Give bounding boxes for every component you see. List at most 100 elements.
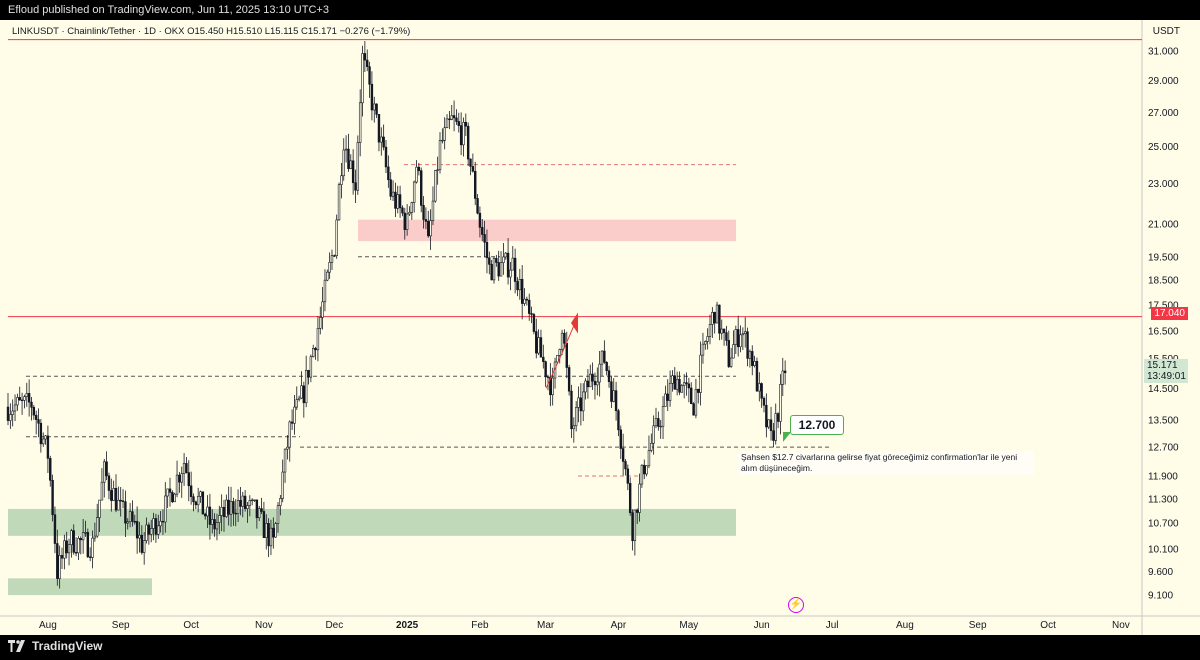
candle-body <box>401 207 404 214</box>
candle-body <box>157 525 160 535</box>
candle-body <box>502 256 505 263</box>
candle-body <box>685 382 688 385</box>
candle-body <box>93 535 97 539</box>
candle-body <box>760 383 763 399</box>
analysis-note[interactable]: Şahsen $12.7 civarlarına gelirse fiyat g… <box>738 451 1034 475</box>
price-tick-label: 12.700 <box>1148 443 1179 454</box>
price-tick-label: 23.000 <box>1148 179 1179 190</box>
candle-body <box>295 399 298 408</box>
chart-area[interactable]: 31.000 29.000 27.000 25.000 23.000 21.000 19.5… <box>0 20 1200 635</box>
candle-body <box>650 442 653 451</box>
candle-body <box>525 298 529 301</box>
time-tick-label: Dec <box>325 620 343 631</box>
candle-body <box>647 450 651 467</box>
candle-body <box>690 387 693 404</box>
candle-body <box>410 202 414 213</box>
candle-body <box>753 361 756 366</box>
price-tick-label: 31.000 <box>1148 46 1179 57</box>
price-tick-label: 17.500 <box>1148 300 1179 311</box>
candle-body <box>356 142 360 191</box>
price-callout[interactable]: 12.700 <box>790 415 844 435</box>
candle-body <box>96 517 99 537</box>
candle-body <box>196 496 200 506</box>
candle-body <box>194 501 198 506</box>
candle-body <box>225 499 228 517</box>
candle-body <box>464 121 468 127</box>
candle-body <box>74 552 78 554</box>
candle-body <box>495 258 498 263</box>
candle-body <box>485 241 489 259</box>
candle-body <box>769 419 773 432</box>
currency-label[interactable]: USDT <box>1152 26 1180 37</box>
candle-body <box>288 421 291 448</box>
candle-body <box>704 341 707 345</box>
candle-body <box>164 495 167 523</box>
lightning-icon[interactable]: ⚡ <box>788 597 804 613</box>
candle-body <box>741 333 745 336</box>
candle-body <box>321 301 324 318</box>
candle-body <box>166 488 169 497</box>
candle-body <box>668 382 672 401</box>
candle-body <box>147 524 151 535</box>
candle-body <box>715 304 719 324</box>
candle-body <box>636 509 639 513</box>
candle-body <box>258 508 261 519</box>
candle-body <box>626 468 630 484</box>
candle-body <box>490 264 493 281</box>
candle-body <box>506 252 510 278</box>
candle-body <box>751 351 754 366</box>
zone-demand-low <box>8 578 152 596</box>
candle-body <box>516 281 519 291</box>
candle-body <box>293 406 296 424</box>
candle-body <box>481 227 484 235</box>
candle-body <box>307 370 310 378</box>
candle-body <box>103 461 106 483</box>
candle-body <box>88 556 92 558</box>
candle-body <box>455 117 458 122</box>
candle-body <box>466 125 470 160</box>
candle-body <box>366 59 369 68</box>
candle-body <box>112 488 115 501</box>
candle-body <box>443 127 446 141</box>
candle-body <box>384 146 388 168</box>
candle-body <box>579 397 583 412</box>
candle-body <box>39 422 43 445</box>
candle-body <box>687 383 691 389</box>
candle-body <box>337 184 341 221</box>
price-tick-label: 29.000 <box>1148 76 1179 87</box>
candle-body <box>783 370 787 374</box>
candle-body <box>215 522 219 530</box>
candle-body <box>65 540 68 554</box>
candle-body <box>666 393 669 401</box>
candle-body <box>63 540 66 559</box>
candle-body <box>361 53 364 104</box>
candle-body <box>727 340 730 367</box>
candle-body <box>429 220 432 237</box>
price-tick-label: 11.900 <box>1148 472 1178 483</box>
price-tick-label: 10.100 <box>1148 544 1179 555</box>
candle-body <box>342 149 345 177</box>
candle-body <box>638 483 641 513</box>
candle-body <box>459 125 463 146</box>
candle-body <box>394 191 397 209</box>
candle-body <box>387 166 390 181</box>
candle-body <box>675 378 679 390</box>
candle-body <box>382 136 385 148</box>
candle-body <box>551 377 554 396</box>
time-tick-label: Apr <box>611 620 627 631</box>
candle-body <box>424 219 428 222</box>
candle-body <box>643 464 646 475</box>
candle-body <box>267 523 270 547</box>
time-tick-label: Feb <box>471 620 489 631</box>
candle-body <box>32 406 36 416</box>
candle-body <box>154 518 158 535</box>
tradingview-logo[interactable]: TradingView <box>8 639 102 653</box>
candle-body <box>391 191 395 197</box>
candle-body <box>105 461 108 477</box>
candle-body <box>708 324 712 337</box>
candle-body <box>333 255 336 257</box>
candle-body <box>450 115 453 120</box>
candle-body <box>159 520 162 527</box>
candle-body <box>222 507 226 517</box>
price-tick-label: 16.500 <box>1148 326 1179 337</box>
